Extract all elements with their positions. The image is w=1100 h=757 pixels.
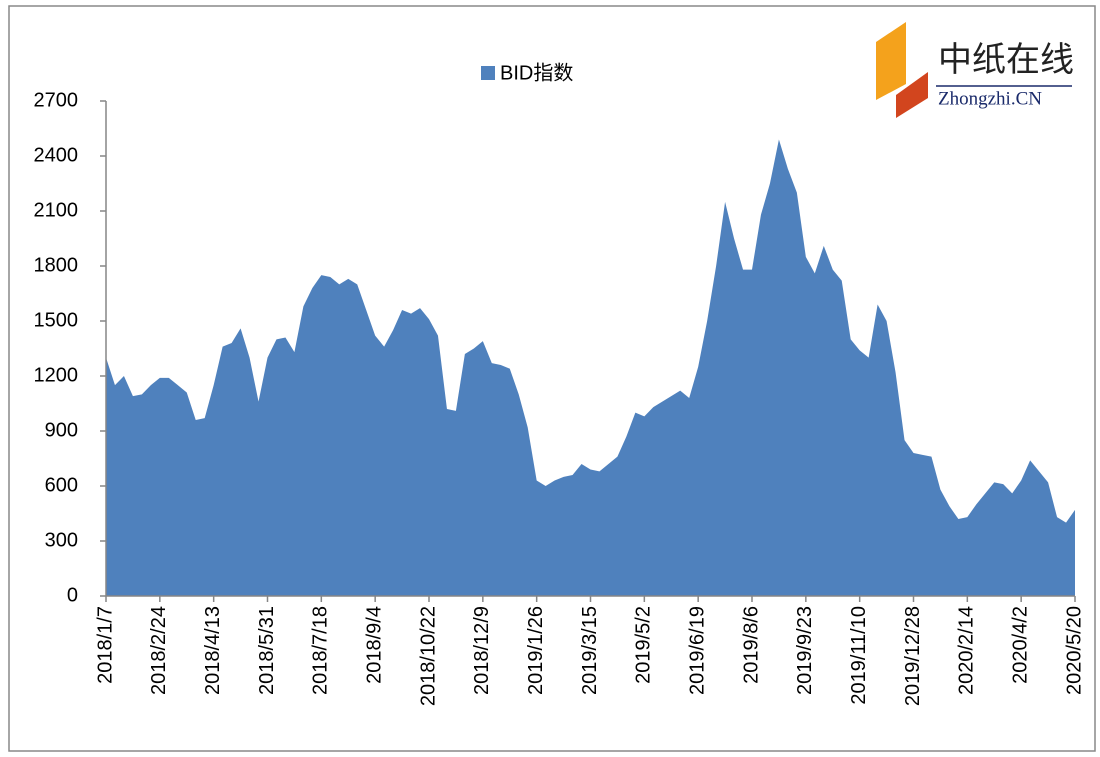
- x-tick-label: 2018/12/9: [471, 606, 493, 695]
- y-tick-label: 300: [45, 529, 78, 551]
- x-tick-label: 2020/4/2: [1009, 606, 1031, 684]
- y-tick-label: 2100: [34, 199, 79, 221]
- x-tick-label: 2018/2/24: [148, 606, 170, 695]
- y-tick-label: 0: [67, 584, 78, 606]
- y-tick-label: 2700: [34, 89, 79, 111]
- frame: [8, 5, 1096, 752]
- x-tick-label: 2019/6/19: [686, 606, 708, 695]
- logo: 中纸在线 Zhongzhi.CN: [876, 22, 1074, 118]
- x-tick-label: 2019/5/2: [633, 606, 655, 684]
- x-tick-label: 2019/8/6: [740, 606, 762, 684]
- x-tick-label: 2018/7/18: [310, 606, 332, 695]
- legend-swatch: [481, 66, 495, 80]
- y-tick-label: 1200: [34, 364, 79, 386]
- y-tick-label: 900: [45, 419, 78, 441]
- legend-label: BID指数: [500, 61, 573, 84]
- logo-mark: [896, 72, 928, 118]
- x-tick-label: 2020/5/20: [1063, 606, 1085, 695]
- x-tick-label: 2019/9/23: [794, 606, 816, 695]
- x-tick-label: 2018/5/31: [256, 606, 278, 695]
- x-tick-label: 2018/9/4: [363, 606, 385, 684]
- x-tick-label: 2019/12/28: [902, 606, 924, 706]
- x-tick-label: 2019/11/10: [848, 606, 870, 705]
- x-tick-label: 2019/1/26: [525, 606, 547, 695]
- area: [106, 139, 1075, 596]
- x-tick-label: 2018/10/22: [417, 606, 439, 706]
- y-tick-label: 600: [45, 474, 78, 496]
- x-tick-label: 2018/1/7: [94, 606, 116, 684]
- x-tick-label: 2020/2/14: [956, 606, 978, 695]
- x-tick-label: 2019/3/15: [579, 606, 601, 695]
- logo-name: 中纸在线: [938, 40, 1074, 80]
- y-tick-label: 1800: [34, 254, 79, 276]
- y-tick-label: 1500: [34, 309, 79, 331]
- logo-domain: Zhongzhi.CN: [938, 88, 1042, 109]
- y-tick-label: 2400: [34, 144, 79, 166]
- logo-mark: [876, 22, 906, 100]
- x-tick-label: 2018/4/13: [202, 606, 224, 695]
